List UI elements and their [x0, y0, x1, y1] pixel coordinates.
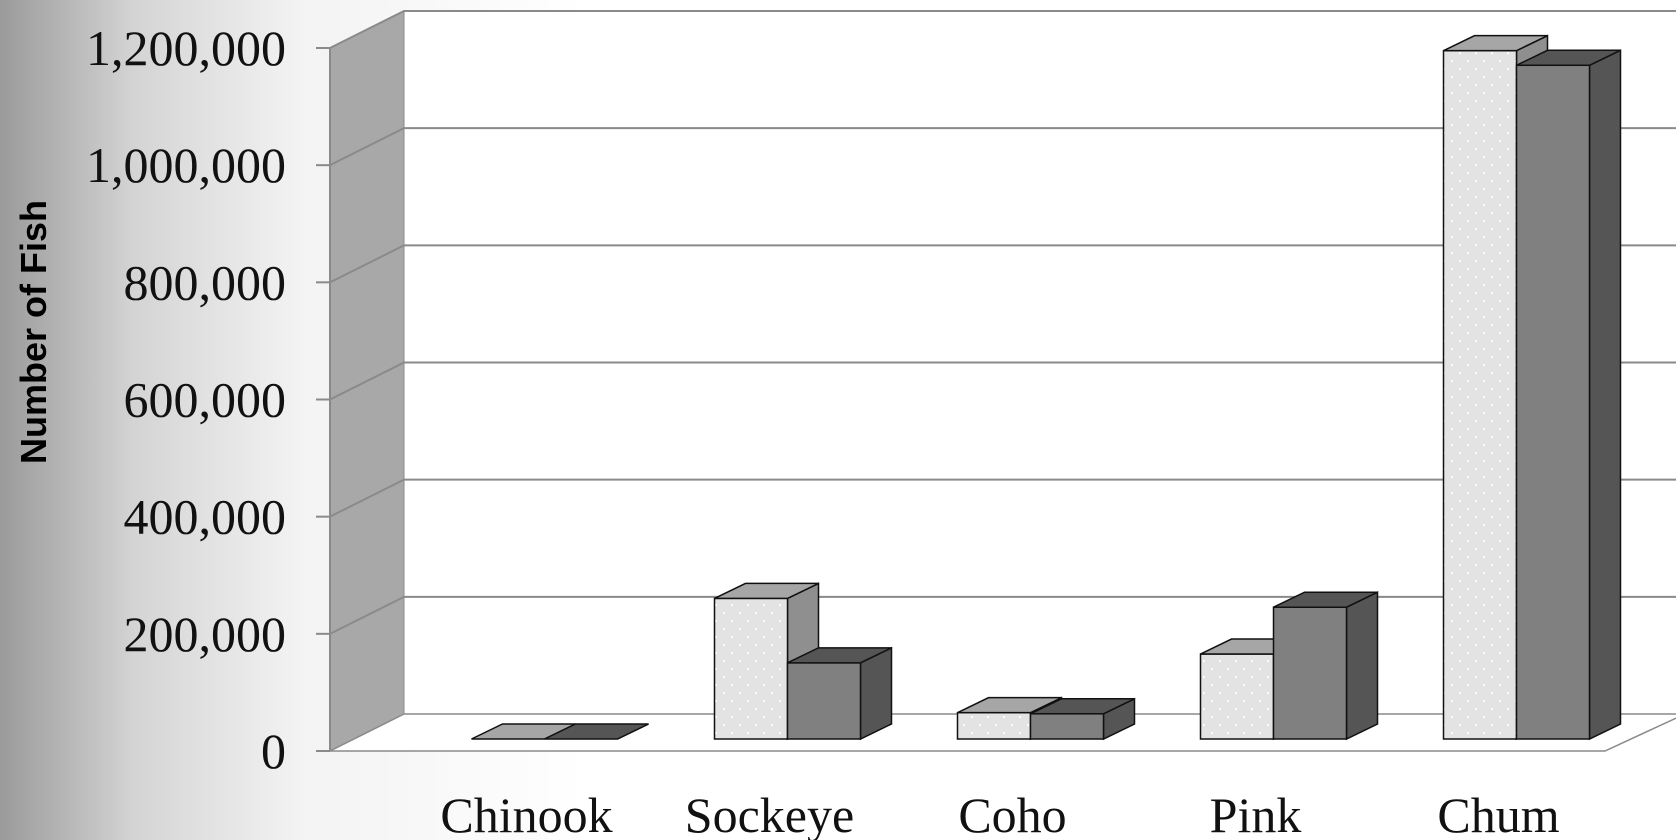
x-tick-label: Chum [1437, 787, 1559, 840]
bar-side [1588, 49, 1622, 741]
bar-side [859, 646, 893, 741]
bar-top [1030, 698, 1135, 715]
y-tick-label: 400,000 [124, 489, 287, 545]
bar-chinook-series-2 [544, 723, 649, 740]
x-tick-label: Sockeye [685, 787, 854, 840]
gridlines [329, 10, 1676, 635]
gridline [329, 244, 1676, 284]
y-tick-label: 1,200,000 [86, 20, 286, 76]
bar-front [713, 597, 789, 740]
gridline [329, 595, 1676, 635]
x-tick-label: Coho [958, 787, 1066, 840]
x-tick-label: Pink [1210, 787, 1302, 840]
y-axis-title: Number of Fish [13, 200, 54, 464]
bar-top [1273, 591, 1378, 608]
bar-top [1516, 49, 1621, 67]
bar-top [714, 582, 819, 600]
bar-front [956, 711, 1032, 740]
bar-chum-series-2 [1515, 49, 1622, 741]
gridline [329, 127, 1676, 167]
bar-pink-series-2 [1272, 590, 1379, 741]
bar-top [544, 723, 649, 740]
gridline [329, 361, 1676, 401]
bar-front [786, 662, 862, 740]
y-axis [316, 47, 331, 752]
bar-side [1345, 590, 1379, 741]
bar-top [787, 647, 892, 664]
y-tick-label: 200,000 [124, 606, 287, 662]
bars [471, 34, 1622, 741]
x-tick-label: Chinook [440, 787, 612, 840]
bar-top [957, 696, 1062, 714]
y-tick-label: 600,000 [124, 372, 287, 428]
y-tick-label: 1,000,000 [86, 137, 286, 193]
x-tick-labels: Chinook Sockeye Coho Pink Chum [440, 787, 1559, 840]
bar-front [1029, 713, 1105, 740]
bar-front [1199, 653, 1275, 740]
bar-sockeye-series-2 [786, 646, 893, 741]
bar-coho-series-2 [1029, 697, 1136, 741]
bar-top [1443, 34, 1548, 52]
gridline [329, 478, 1676, 518]
y-tick-label: 0 [261, 723, 286, 779]
gridline [329, 10, 1676, 49]
bar-front [1442, 49, 1518, 740]
y-tick-label: 800,000 [124, 254, 287, 310]
bar-front [1272, 606, 1348, 740]
y-tick-labels: 0 200,000 400,000 600,000 800,000 1,000,000 1,… [86, 20, 286, 779]
bar-front [1515, 64, 1591, 740]
